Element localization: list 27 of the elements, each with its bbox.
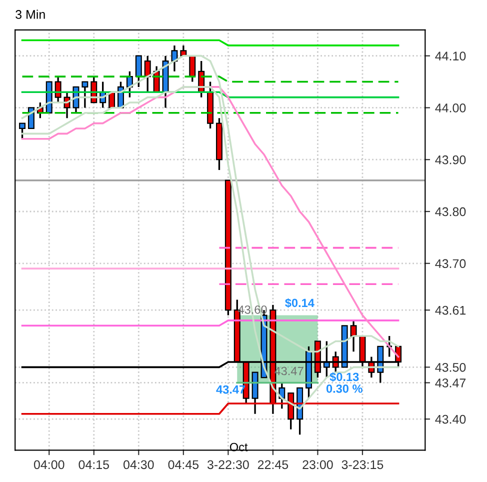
x-tick-label: 3-23:15 — [342, 460, 384, 470]
x-tick-label: 04:30 — [124, 460, 154, 470]
candlestick — [135, 54, 142, 88]
y-tick-label: 43.80 — [435, 207, 466, 216]
y-tick-label: 44.10 — [435, 52, 466, 60]
annotation: $0.13 — [330, 372, 359, 382]
chart-title: 3 Min — [16, 10, 45, 19]
y-tick-label: 44.00 — [435, 104, 466, 112]
x-tick-label: 04:00 — [34, 460, 64, 470]
y-tick-label: 43.50 — [435, 362, 466, 372]
candlestick — [82, 80, 88, 109]
x-tick-label: 22:45 — [258, 460, 288, 470]
y-tick-label: 43.47 — [435, 378, 466, 388]
x-tick-label: 04:15 — [78, 460, 109, 470]
annotation: 43.60 — [238, 305, 267, 314]
x-tick-label: 04:45 — [168, 460, 199, 470]
annotation: 0.30 % — [326, 384, 362, 393]
y-tick-label: 43.70 — [435, 259, 466, 268]
candlestick — [350, 320, 357, 352]
y-tick-label: 43.40 — [435, 414, 466, 424]
x-tick-label: 23:00 — [302, 460, 333, 470]
candlestick — [19, 122, 26, 140]
annotation: $0.14 — [285, 298, 314, 308]
y-tick-label: 43.90 — [435, 155, 466, 164]
y-tick-label: 43.61 — [435, 306, 466, 315]
x-tick-label: 3-22:30 — [207, 460, 249, 470]
candlestick — [171, 44, 178, 72]
